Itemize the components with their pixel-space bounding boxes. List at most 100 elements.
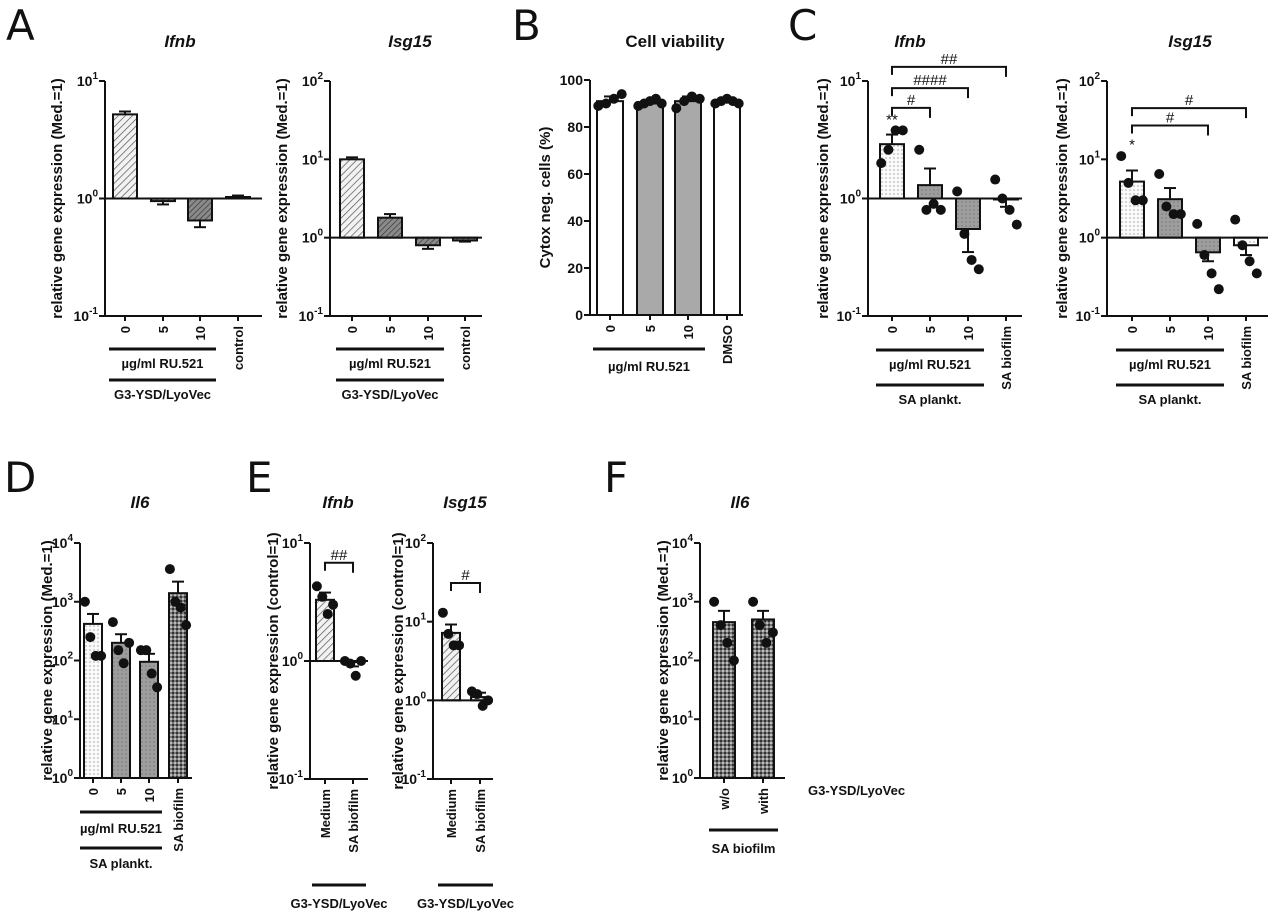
y-tick-base: 10 <box>52 711 68 727</box>
bar <box>1119 180 1145 239</box>
data-point <box>890 125 901 136</box>
data-point <box>959 228 970 239</box>
x-category-label: SA biofilm <box>999 326 1014 390</box>
y-tick-base: 100 <box>560 72 584 88</box>
group-label: µg/ml RU.521 <box>349 356 431 371</box>
data-point <box>1230 214 1241 225</box>
significance-asterisk: * <box>1129 137 1135 154</box>
y-tick-label: 101 <box>302 149 324 167</box>
y-tick-label: 101 <box>1079 149 1101 167</box>
y-axis-label: relative gene expression (Med.=1) <box>1054 78 1071 319</box>
significance-label: ## <box>941 51 958 68</box>
y-tick-exponent: 0 <box>317 228 323 239</box>
y-tick-exponent: 0 <box>420 690 426 701</box>
data-point <box>124 637 135 648</box>
chart-title: Isg15 <box>1168 32 1212 51</box>
bar <box>917 184 943 200</box>
y-tick-base: 10 <box>1079 73 1095 89</box>
x-category-label: SA biofilm <box>346 789 361 853</box>
data-point <box>1244 256 1255 267</box>
y-tick-base: 10 <box>282 653 298 669</box>
y-tick-label: 101 <box>52 709 74 727</box>
data-point <box>966 254 977 265</box>
y-axis-label: relative gene expression (Med.=1) <box>274 78 291 319</box>
data-point <box>1199 250 1210 261</box>
y-tick-exponent: 2 <box>687 651 693 662</box>
bar <box>1195 236 1221 254</box>
y-tick-base: 10 <box>405 614 421 630</box>
x-category-label: 5 <box>643 325 658 332</box>
group-label: µg/ml RU.521 <box>889 357 971 372</box>
group-label: SA biofilm <box>712 841 776 856</box>
group-label: SA plankt. <box>89 856 152 871</box>
data-point <box>118 658 129 669</box>
panel-letter: E <box>246 453 273 502</box>
panel-E-6: E Ifnb relative gene expression (control=1… <box>246 453 388 911</box>
data-point <box>722 637 733 648</box>
y-tick-label: 100 <box>405 690 427 708</box>
y-tick-label: 100 <box>560 72 584 88</box>
y-tick-exponent: -1 <box>89 306 98 317</box>
y-tick-label: 100 <box>282 651 304 669</box>
significance-label: # <box>907 92 916 109</box>
y-tick-base: 80 <box>567 119 583 135</box>
y-tick-label: 10-1 <box>1076 306 1101 324</box>
data-point <box>876 158 887 169</box>
y-axis-label: relative gene expression (control=1) <box>265 532 282 789</box>
data-point <box>1168 209 1179 220</box>
bar <box>377 216 403 239</box>
bar <box>83 622 103 779</box>
data-point <box>1237 240 1248 251</box>
data-point <box>437 607 448 618</box>
panel-sub-4: Isg15 relative gene expression (Med.=1) 10… <box>1054 32 1268 407</box>
y-tick-label: 102 <box>405 533 427 551</box>
y-tick-exponent: 1 <box>855 71 861 82</box>
bar <box>112 113 138 200</box>
significance-bracket <box>891 65 1007 77</box>
data-point <box>754 620 765 631</box>
data-point <box>709 596 720 607</box>
panel-letter: C <box>788 1 817 50</box>
panel-letter: B <box>512 1 541 50</box>
y-tick-exponent: 1 <box>92 71 98 82</box>
data-point <box>973 264 984 275</box>
y-tick-base: 10 <box>672 535 688 551</box>
x-category-label: 5 <box>923 326 938 333</box>
group-label: G3-YSD/LyoVec <box>290 896 387 911</box>
y-tick-base: 10 <box>302 151 318 167</box>
data-point <box>317 591 328 602</box>
data-point <box>141 645 152 656</box>
x-category-label: SA biofilm <box>1239 326 1254 390</box>
y-tick-exponent: 0 <box>67 768 73 779</box>
y-tick-label: 10-1 <box>279 769 304 787</box>
y-axis-label: Cytox neg. cells (%) <box>537 127 554 269</box>
y-tick-label: 100 <box>672 768 694 786</box>
x-category-label: w/o <box>717 788 732 811</box>
x-category-label: SA biofilm <box>473 789 488 853</box>
y-tick-label: 100 <box>1079 228 1101 246</box>
data-point <box>761 637 772 648</box>
data-point <box>1206 268 1217 279</box>
y-tick-label: 60 <box>567 166 583 182</box>
data-point <box>1137 195 1148 206</box>
significance-label: # <box>1166 110 1175 127</box>
data-point <box>1011 219 1022 230</box>
y-tick-base: 10 <box>405 535 421 551</box>
data-point <box>593 100 604 111</box>
y-tick-exponent: 3 <box>687 592 693 603</box>
y-tick-exponent: 1 <box>420 612 426 623</box>
data-point <box>1154 168 1165 179</box>
bar <box>596 100 624 317</box>
x-category-label: with <box>756 788 771 815</box>
chart-title: Ifnb <box>164 32 195 51</box>
data-point <box>175 602 186 613</box>
data-point <box>146 668 157 679</box>
y-tick-base: 10 <box>77 191 93 207</box>
data-point <box>694 93 705 104</box>
y-tick-label: 100 <box>302 228 324 246</box>
data-point <box>897 125 908 136</box>
